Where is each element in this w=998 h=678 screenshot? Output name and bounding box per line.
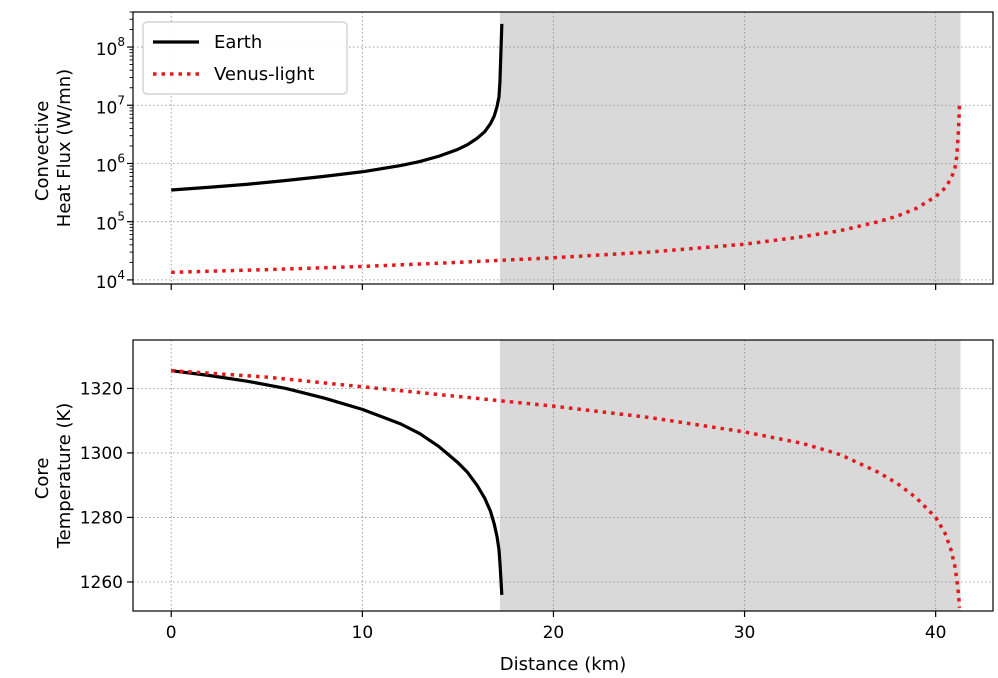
x-tick-label-2: 20 <box>543 623 565 643</box>
legend-venus-light-label: Venus-light <box>214 64 315 85</box>
heat-flux-panel: 104 105 106 107 108 Convective Heat Flux (W/… <box>32 11 994 293</box>
bottom-shaded-region <box>499 340 961 611</box>
bottom-earth-line <box>171 369 504 595</box>
x-tick-label-3: 30 <box>734 623 756 643</box>
top-shaded-region <box>499 12 961 284</box>
legend-earth-label: Earth <box>214 32 262 53</box>
bottom-grid <box>133 340 993 611</box>
top-y-tick-label-2: 106 <box>96 151 125 176</box>
bottom-axes-frame <box>132 339 994 612</box>
top-y-label-line-1: Convective <box>32 101 53 201</box>
bottom-y-label-line-1: Core <box>32 458 53 500</box>
bottom-x-ticks: 0 10 20 30 40 <box>166 611 947 643</box>
top-y-label-line-2: Heat Flux (W/mn) <box>54 69 75 227</box>
top-y-tick-label-0: 104 <box>96 268 125 293</box>
bottom-y-tick-label-3: 1320 <box>80 379 123 399</box>
top-grid <box>133 12 993 284</box>
top-y-tick-label-4: 108 <box>96 35 125 60</box>
top-y-axis-label: Convective Heat Flux (W/mn) <box>32 69 75 227</box>
top-y-tick-label-3: 107 <box>96 93 125 118</box>
bottom-y-axis-label: Core Temperature (K) <box>32 403 75 550</box>
top-y-tick-label-1: 105 <box>96 210 125 235</box>
x-tick-label-4: 40 <box>925 623 947 643</box>
bottom-venus-light-line <box>171 368 962 608</box>
legend: Earth Venus-light <box>142 21 348 95</box>
x-axis-label: Distance (km) <box>500 654 626 675</box>
core-temperature-panel: 0 10 20 30 40 1260 1280 1300 1320 Core Temperat… <box>32 339 994 675</box>
top-earth-line <box>171 23 504 192</box>
top-y-ticks: 104 105 106 107 108 <box>96 11 133 293</box>
top-axes-frame <box>132 11 994 285</box>
bottom-y-tick-label-1: 1280 <box>80 508 123 528</box>
bottom-y-tick-label-0: 1260 <box>80 573 123 593</box>
x-tick-label-1: 10 <box>352 623 374 643</box>
bottom-y-label-line-2: Temperature (K) <box>54 403 75 550</box>
bottom-y-tick-label-2: 1300 <box>80 444 123 464</box>
bottom-y-ticks: 1260 1280 1300 1320 <box>80 379 133 593</box>
legend-box <box>142 21 348 95</box>
x-tick-label-0: 0 <box>166 623 177 643</box>
top-x-ticks <box>170 284 937 290</box>
